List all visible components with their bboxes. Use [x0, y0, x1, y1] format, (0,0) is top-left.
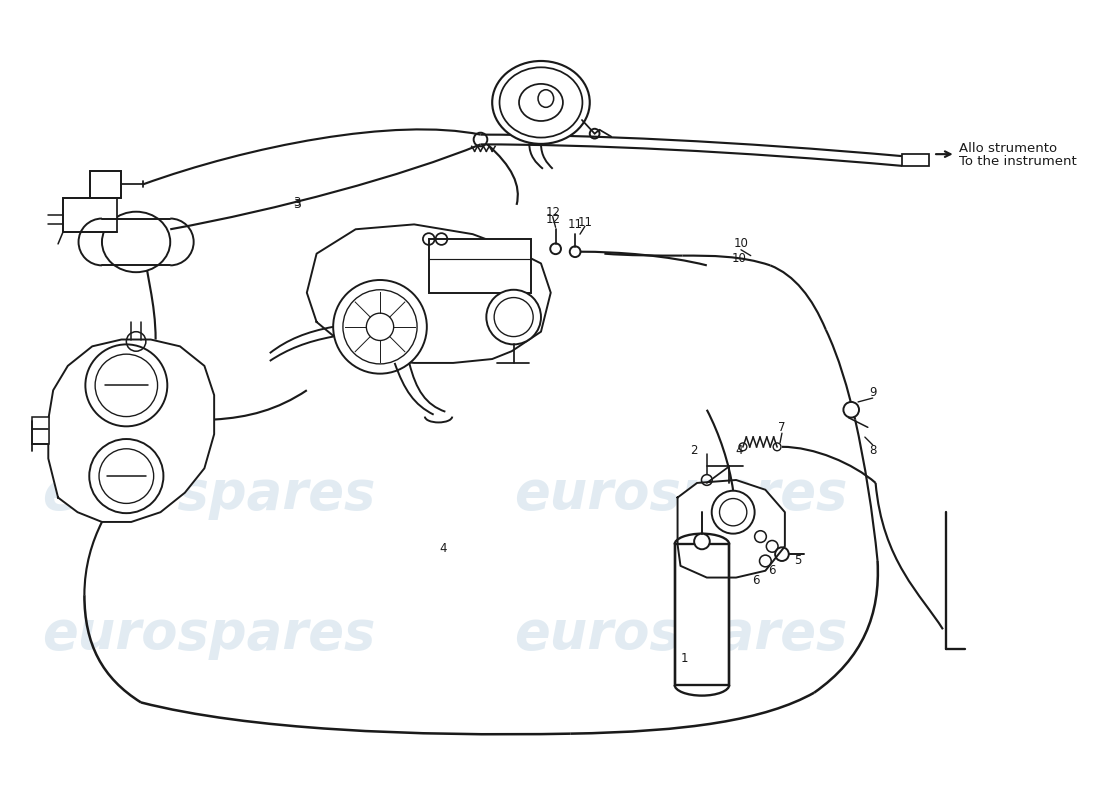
Text: 6: 6: [769, 564, 776, 578]
Text: 11: 11: [568, 218, 583, 231]
Text: 11: 11: [578, 216, 593, 229]
Circle shape: [486, 290, 541, 344]
Circle shape: [712, 490, 755, 534]
Text: 10: 10: [732, 252, 746, 265]
Circle shape: [89, 439, 164, 513]
Text: eurospares: eurospares: [42, 468, 375, 520]
Circle shape: [333, 280, 427, 374]
Text: 4: 4: [735, 444, 743, 458]
Text: Allo strumento: Allo strumento: [958, 142, 1057, 154]
Text: To the instrument: To the instrument: [958, 155, 1076, 169]
Bar: [429, 239, 531, 293]
Text: 7: 7: [778, 421, 785, 434]
Text: 10: 10: [734, 238, 748, 250]
Circle shape: [86, 344, 167, 426]
Polygon shape: [48, 339, 215, 522]
Bar: [902, 154, 930, 166]
Text: 6: 6: [752, 574, 759, 587]
Bar: [90, 170, 121, 198]
Text: 3: 3: [293, 198, 301, 211]
Bar: [32, 417, 50, 444]
Ellipse shape: [492, 61, 590, 144]
Ellipse shape: [102, 212, 170, 272]
Text: 8: 8: [869, 444, 877, 458]
Text: 9: 9: [869, 386, 877, 398]
Circle shape: [844, 402, 859, 418]
Text: 12: 12: [546, 206, 560, 219]
Text: eurospares: eurospares: [514, 608, 847, 660]
Text: 1: 1: [681, 652, 689, 665]
Polygon shape: [678, 480, 785, 578]
Polygon shape: [307, 224, 551, 363]
Text: 4: 4: [440, 542, 448, 554]
Text: 12: 12: [546, 214, 560, 226]
Text: eurospares: eurospares: [514, 468, 847, 520]
Bar: [674, 544, 729, 685]
Circle shape: [694, 534, 710, 550]
Text: 5: 5: [794, 554, 801, 567]
Text: eurospares: eurospares: [42, 608, 375, 660]
Bar: [63, 198, 117, 232]
Text: 2: 2: [691, 444, 697, 458]
Text: 3: 3: [294, 197, 300, 210]
